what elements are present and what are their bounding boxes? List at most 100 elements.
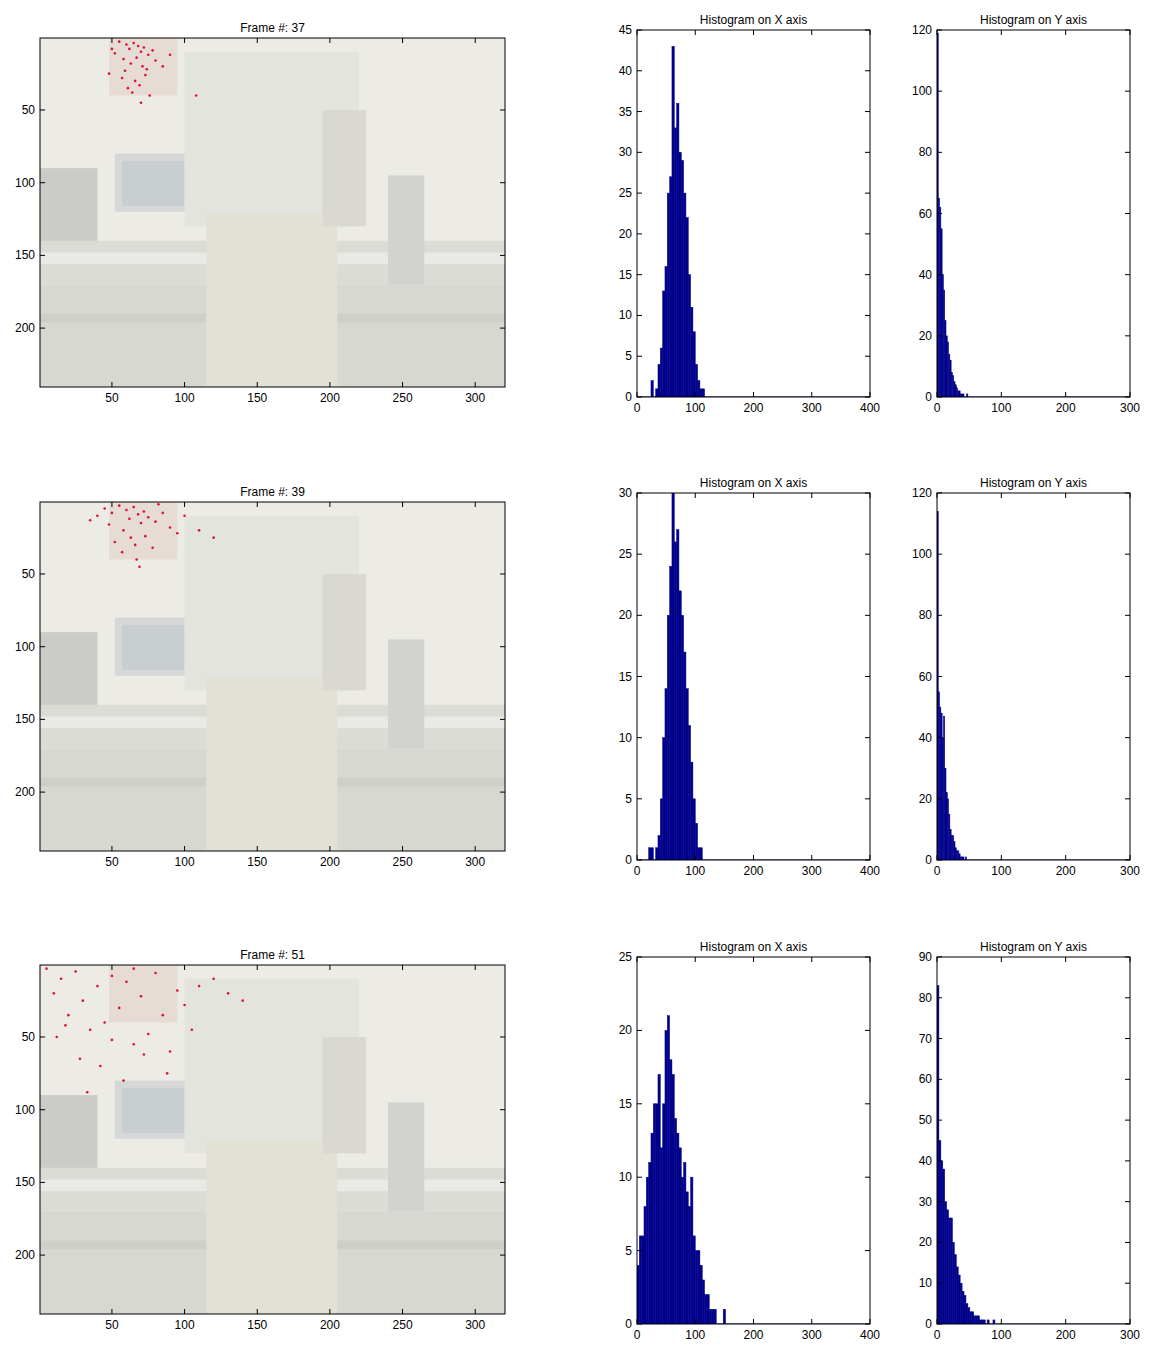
- y-tick-right: [1125, 213, 1130, 214]
- x-tick-top: [475, 38, 476, 43]
- y-tick: [937, 152, 942, 153]
- particle: [134, 80, 137, 83]
- y-tick-right: [865, 274, 870, 275]
- histogram-bar: [681, 1177, 683, 1324]
- particle: [132, 506, 135, 509]
- panel: 5010015020025030050100150200Frame #: 39: [15, 485, 505, 869]
- histogram-bar: [684, 1163, 686, 1324]
- x-tick: [184, 846, 185, 851]
- particle: [111, 48, 114, 51]
- histogram-bar: [952, 1242, 954, 1324]
- particle: [148, 94, 151, 97]
- y-tick-right: [500, 1109, 505, 1110]
- particle: [130, 536, 133, 539]
- y-tick: [937, 997, 942, 998]
- panel-title: Histogram on X axis: [700, 476, 807, 490]
- panel-title: Frame #: 37: [240, 21, 305, 35]
- y-tick-label: 0: [625, 1317, 632, 1331]
- plot-background: [937, 30, 1130, 397]
- axes-frame: [40, 502, 505, 851]
- y-tick-right: [1125, 1160, 1130, 1161]
- y-tick: [40, 646, 45, 647]
- particle: [99, 1065, 102, 1068]
- y-tick-right: [500, 182, 505, 183]
- y-tick-right: [865, 111, 870, 112]
- particle: [131, 91, 134, 94]
- x-tick: [811, 1319, 812, 1324]
- y-tick-right: [865, 397, 870, 398]
- particle: [154, 972, 157, 975]
- y-tick-right: [865, 233, 870, 234]
- x-tick-label: 100: [991, 401, 1011, 415]
- y-tick: [637, 356, 642, 357]
- particle: [125, 43, 128, 46]
- particle: [108, 523, 111, 526]
- plot-area: [937, 33, 1130, 397]
- x-tick: [870, 855, 871, 860]
- scene-shape: [109, 502, 177, 559]
- plot-area: [637, 1016, 870, 1324]
- histogram-bar: [709, 1309, 711, 1324]
- particle: [143, 510, 146, 513]
- scene-shape: [388, 639, 424, 748]
- y-tick: [637, 1324, 642, 1325]
- y-tick-label: 0: [925, 1317, 932, 1331]
- x-tick: [1065, 1319, 1066, 1324]
- y-tick: [937, 676, 942, 677]
- x-tick-top: [184, 502, 185, 507]
- particle: [132, 967, 135, 970]
- histogram-bar: [695, 1251, 697, 1324]
- x-tick-top: [753, 493, 754, 498]
- y-tick-label: 15: [619, 670, 633, 684]
- x-tick-label: 300: [1120, 1328, 1140, 1342]
- histogram-bar: [681, 615, 683, 860]
- x-tick: [257, 382, 258, 387]
- axes-frame: [937, 493, 1130, 860]
- histogram-bar: [646, 1177, 648, 1324]
- particle: [212, 978, 215, 981]
- y-tick-right: [865, 30, 870, 31]
- y-tick-right: [1125, 798, 1130, 799]
- y-tick: [637, 315, 642, 316]
- x-tick: [329, 1309, 330, 1314]
- x-tick-top: [1001, 493, 1002, 498]
- histogram-bar: [660, 1148, 662, 1324]
- x-tick-label: 0: [634, 864, 641, 878]
- x-tick-top: [475, 965, 476, 970]
- x-tick-label: 150: [247, 391, 267, 405]
- x-tick-label: 200: [1056, 1328, 1076, 1342]
- particle: [176, 989, 179, 992]
- y-tick: [637, 737, 642, 738]
- y-tick-label: 70: [919, 1032, 933, 1046]
- particle: [154, 520, 157, 523]
- histogram-bar: [684, 193, 686, 397]
- particle: [67, 1014, 70, 1017]
- histogram-bar: [712, 1309, 714, 1324]
- scene-shape: [388, 175, 424, 284]
- histogram-bar: [976, 1316, 978, 1324]
- histogram-bar: [674, 128, 676, 397]
- particle: [137, 513, 140, 516]
- particle: [118, 40, 121, 43]
- x-tick: [402, 382, 403, 387]
- y-tick: [637, 70, 642, 71]
- particle: [111, 975, 114, 978]
- histogram-bar: [714, 1309, 716, 1324]
- y-tick-label: 90: [919, 950, 933, 964]
- histogram-bar: [700, 848, 702, 860]
- y-tick-right: [500, 255, 505, 256]
- x-tick-label: 400: [860, 401, 880, 415]
- particle: [122, 58, 125, 61]
- y-tick-label: 30: [619, 486, 633, 500]
- y-tick: [40, 109, 45, 110]
- y-tick: [937, 213, 942, 214]
- histogram-bar: [705, 1295, 707, 1324]
- particle: [157, 503, 160, 506]
- x-tick-label: 100: [175, 391, 195, 405]
- x-tick-top: [329, 965, 330, 970]
- x-tick-top: [637, 957, 638, 962]
- x-tick: [1130, 392, 1131, 397]
- y-tick-right: [1125, 335, 1130, 336]
- histogram-bar: [663, 291, 665, 397]
- x-tick: [1065, 392, 1066, 397]
